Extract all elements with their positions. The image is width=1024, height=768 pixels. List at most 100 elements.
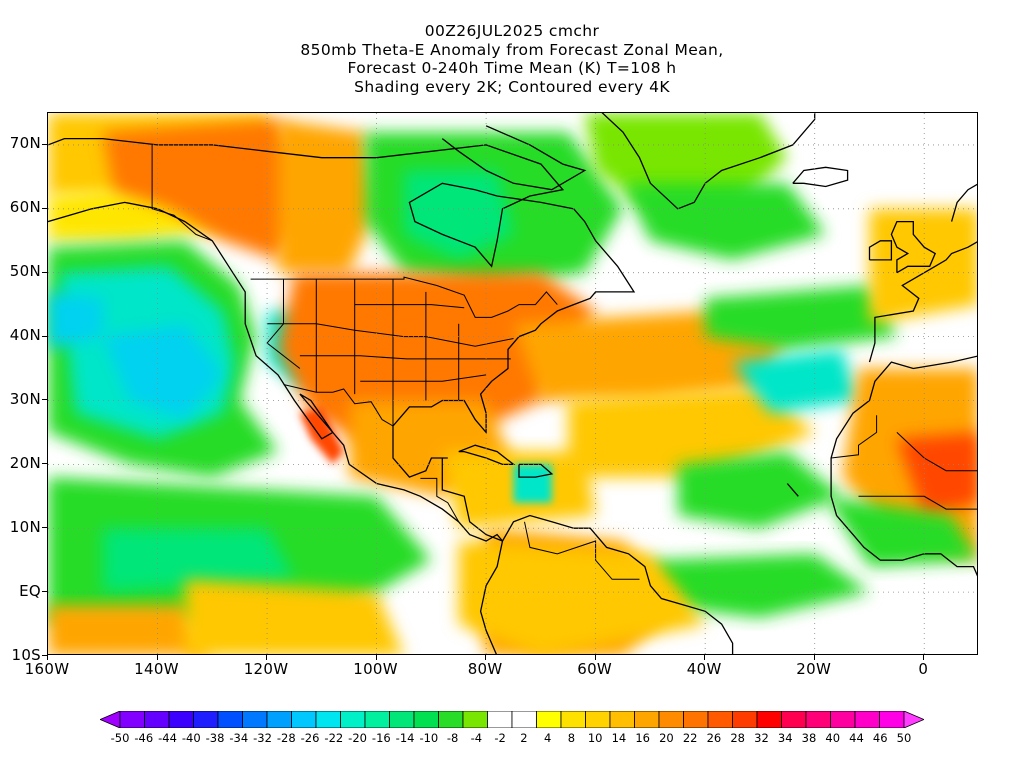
colorbar-label: -10 bbox=[419, 731, 439, 745]
us-state-lines-8 bbox=[266, 279, 301, 369]
lon-label: 60W bbox=[577, 660, 613, 678]
colorbar bbox=[100, 711, 924, 728]
colorbar-label: -34 bbox=[229, 731, 249, 745]
field-pacific-south-gold bbox=[184, 579, 404, 654]
coastlines bbox=[48, 113, 977, 654]
field-eastern-pacific-teal bbox=[102, 528, 295, 593]
colorbar-label: 34 bbox=[777, 731, 793, 745]
gulf-coast bbox=[48, 137, 636, 542]
title-block: 00Z26JUL2025 cmchr 850mb Theta-E Anomaly… bbox=[0, 22, 1024, 96]
field-atlantic-north-green bbox=[623, 183, 826, 260]
lat-label: 10N bbox=[9, 517, 41, 536]
lat-tick bbox=[42, 591, 47, 593]
ireland bbox=[868, 240, 893, 261]
colorbar-segment bbox=[781, 711, 807, 728]
africa-coast bbox=[830, 355, 977, 577]
greenland-coast bbox=[601, 113, 816, 210]
colorbar-segment bbox=[830, 711, 856, 728]
lat-tick bbox=[42, 399, 47, 401]
colorbar-label: 2 bbox=[520, 731, 528, 745]
lat-tick bbox=[42, 143, 47, 145]
central-america-borders bbox=[420, 477, 460, 523]
lat-label: 30N bbox=[9, 389, 41, 408]
colorbar-segment bbox=[266, 711, 292, 728]
colorbar-label: 46 bbox=[872, 731, 888, 745]
field-alaska-warm bbox=[102, 119, 322, 260]
colorbar-segment bbox=[511, 711, 537, 728]
lon-tick bbox=[594, 655, 596, 660]
colorbar-label: 44 bbox=[849, 731, 864, 745]
colorbar-label: -38 bbox=[205, 731, 225, 745]
lat-label: 10S bbox=[11, 645, 41, 664]
baffin-coast bbox=[441, 125, 587, 191]
colorbar-label: -4 bbox=[470, 731, 483, 745]
lat-label: 60N bbox=[9, 198, 41, 217]
field-pacific-south-orange bbox=[48, 604, 212, 654]
colorbar-segment bbox=[291, 711, 317, 728]
lon-tick bbox=[485, 655, 487, 660]
colorbar-label: -16 bbox=[371, 731, 391, 745]
lon-label: 160W bbox=[24, 660, 70, 678]
field-amazon-gold bbox=[458, 541, 706, 654]
colorbar-segment bbox=[487, 711, 513, 728]
colorbar-segment bbox=[609, 711, 635, 728]
colorbar-label: 22 bbox=[682, 731, 698, 745]
colorbar-label: 10 bbox=[587, 731, 603, 745]
europe-africa-coast bbox=[868, 241, 977, 363]
lon-label: 0 bbox=[918, 660, 929, 678]
colorbar-label: -46 bbox=[134, 731, 154, 745]
us-canada-border bbox=[250, 276, 558, 318]
title-line-4: Shading every 2K; Contoured every 4K bbox=[354, 77, 670, 96]
colorbar-segment bbox=[413, 711, 439, 728]
colorbar-segment bbox=[315, 711, 341, 728]
colorbar-segment bbox=[438, 711, 464, 728]
lon-tick bbox=[156, 655, 158, 660]
colorbar-label: -22 bbox=[324, 731, 344, 745]
lon-tick bbox=[923, 655, 925, 660]
africa-borders-2 bbox=[896, 432, 977, 472]
colorbar-segment bbox=[168, 711, 194, 728]
lon-tick bbox=[813, 655, 815, 660]
colorbar-label: 26 bbox=[706, 731, 722, 745]
lon-tick bbox=[704, 655, 706, 660]
colorbar-label: 28 bbox=[730, 731, 746, 745]
colorbar-label: 8 bbox=[567, 731, 576, 745]
anomaly-field bbox=[48, 113, 977, 654]
field-mexico-red bbox=[299, 406, 344, 465]
field-tropical-green bbox=[677, 451, 843, 529]
colorbar-label: -2 bbox=[494, 731, 506, 745]
lat-label: 20N bbox=[9, 453, 41, 472]
colorbar-high-arrow bbox=[903, 711, 924, 728]
south-america-coast bbox=[501, 514, 734, 654]
colorbar-segment bbox=[217, 711, 243, 728]
lon-label: 20W bbox=[796, 660, 832, 678]
colorbar-label: 4 bbox=[543, 731, 552, 745]
lat-label: 40N bbox=[9, 326, 41, 345]
graticule bbox=[48, 113, 977, 654]
colorbar-segment bbox=[732, 711, 758, 728]
colorbar-label: 14 bbox=[611, 731, 627, 745]
colorbar-segment bbox=[144, 711, 170, 728]
colorbar-segment bbox=[340, 711, 366, 728]
sa-borders bbox=[524, 521, 640, 580]
lon-tick bbox=[375, 655, 377, 660]
british-isles bbox=[890, 220, 937, 274]
field-atlantic-aqua-mid bbox=[732, 349, 859, 414]
colorbar-segment bbox=[560, 711, 586, 728]
colorbar-label: 16 bbox=[635, 731, 650, 745]
lat-label: EQ bbox=[19, 581, 41, 600]
title-line-2: 850mb Theta-E Anomaly from Forecast Zona… bbox=[300, 40, 724, 59]
lon-label: 40W bbox=[686, 660, 722, 678]
lon-label: 80W bbox=[467, 660, 503, 678]
field-caribbean-aqua bbox=[513, 464, 552, 503]
colorbar-segment bbox=[536, 711, 562, 728]
colorbar-segment bbox=[879, 711, 905, 728]
lon-label: 140W bbox=[134, 660, 179, 678]
alaska-border bbox=[151, 144, 213, 242]
field-tropical-green-south bbox=[650, 553, 870, 618]
lat-tick bbox=[42, 463, 47, 465]
field-pacific-cyan-patch bbox=[102, 323, 224, 420]
colorbar-label: -44 bbox=[158, 731, 177, 745]
field-pacific-cyan-west bbox=[48, 291, 103, 350]
field-west-africa-green bbox=[825, 496, 977, 567]
